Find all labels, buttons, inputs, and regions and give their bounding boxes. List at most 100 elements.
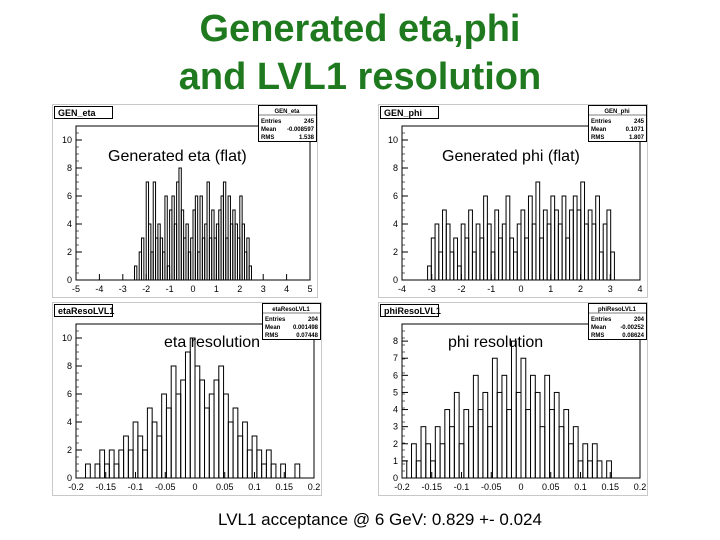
hist-bar [505,195,511,281]
y-tick-label: 10 [62,135,72,145]
hist-bar [591,443,598,479]
hist-bar [456,265,462,281]
hist-bar [584,223,589,281]
y-tick-label: 8 [67,163,72,173]
hist-bar [477,409,484,479]
hist-bar [557,223,563,281]
hist-bar [553,391,560,479]
x-tick-label: -0.2 [394,482,410,492]
hist-bar [549,409,555,479]
y-tick-label: 6 [67,389,72,399]
hist-bar [550,195,556,281]
hist-bar [152,181,157,281]
x-tick-label: 0.1 [574,482,587,492]
chart-eta-reso: etaResoLVL1 0 2 4 6 8 10 -0.2 -0.15 -0.1 -0.05 0 0.0… [52,302,322,496]
stats-key: Mean [591,127,607,133]
stats-box [258,105,317,142]
hist-bar [151,421,158,479]
hist-bar [513,251,518,281]
x-tick-label: 0.15 [275,482,293,492]
overlay-label-phi-reso: phi resolution [448,334,544,351]
stats-key: Mean [265,325,281,331]
stats-title: GEN_phi [604,109,630,115]
hist-bar [479,237,485,281]
hist-title: GEN_eta [58,108,97,118]
y-tick-label: 0 [393,473,398,483]
y-tick-label: 4 [67,417,72,427]
hist-bar [525,409,532,479]
hist-bar [164,195,168,281]
hist-bar [554,209,559,281]
stats-box [588,105,647,142]
hist-title: etaResoLVL1 [58,306,114,316]
chart-gen-eta: GEN_eta 0 2 4 6 8 10 -5 -4 -3 -2 -1 0 1 2 3 4 5 GEN_eta Ent… [52,104,318,298]
x-tick-label: -2 [457,284,465,294]
x-tick-label: -0.15 [95,482,116,492]
hist-bar [118,449,125,479]
slide-title-line-1: Generated eta,phi [199,8,521,50]
hist-bar [199,379,206,479]
hist-bar [222,181,227,281]
hist-bar [161,393,167,479]
hist-bar [438,251,444,281]
hist-bar [535,181,541,281]
x-tick-label: 4 [284,284,289,294]
overlay-label-eta-reso: eta resolution [164,334,261,351]
stats-value: 0.07448 [296,333,318,339]
canvas-frame [378,104,648,298]
y-tick-label: 7 [393,353,398,363]
hist-bar [434,426,441,479]
hist-bar [558,426,565,479]
x-tick-label: 0.2 [308,482,321,492]
stats-value: 245 [304,119,315,125]
x-tick-label: -0.15 [421,482,442,492]
acceptance-footer: LVL1 acceptance @ 6 GeV: 0.829 +- 0.024 [218,510,542,529]
hist-bar [546,223,552,281]
overlay-label-gen-eta: Generated eta (flat) [108,148,247,165]
stats-value: -0.00252 [620,325,644,331]
stats-key: Mean [261,127,277,133]
hist-bar [142,449,148,479]
hist-bar [132,421,139,479]
hist-bar [248,265,253,281]
hist-bar [439,443,446,479]
hist-bar [256,449,263,479]
panel-phi-reso: phiResoLVL1 0 1 2 3 4 5 6 7 8 -0.2 -0.15 -0.1 -0.05 0 0… [378,302,648,496]
x-tick-label: 0.05 [216,482,234,492]
hist-bar [420,426,427,479]
hist-bar [246,237,250,281]
y-tick-label: 3 [393,422,398,432]
title-box [380,304,439,317]
stats-title: phiResoLVL1 [598,307,637,313]
x-tick-label: 0.15 [601,482,619,492]
y-tick-label: 10 [62,333,72,343]
stats-value: 0.001498 [293,325,319,331]
y-tick-label: 0 [67,473,72,483]
x-tick-label: -0.1 [128,482,144,492]
hist-bar [280,463,286,479]
x-tick-label: 2 [237,284,242,294]
hist-bar [449,251,455,281]
hist-bar [576,209,582,281]
hist-bar [184,351,191,479]
hist-bar [563,409,570,479]
hist-bar [194,365,201,479]
x-tick-label: 1 [214,284,219,294]
stats-value: 245 [634,119,645,125]
hist-bar [146,407,153,479]
x-tick-label: 0 [190,284,195,294]
hist-bar [218,365,225,479]
hist-bar [501,223,507,281]
hist-bar [501,374,508,479]
hist-bar [491,357,498,479]
y-tick-label: 6 [393,370,398,380]
hist-bar [568,443,574,479]
hist-bar [527,195,533,281]
x-tick-label: 0.05 [542,482,560,492]
x-tick-label: -5 [72,284,80,294]
hist-bar [453,391,460,479]
y-tick-label: 6 [393,191,398,201]
stats-box [262,303,321,340]
hist-bar [141,237,145,281]
hist-bar [242,421,248,479]
